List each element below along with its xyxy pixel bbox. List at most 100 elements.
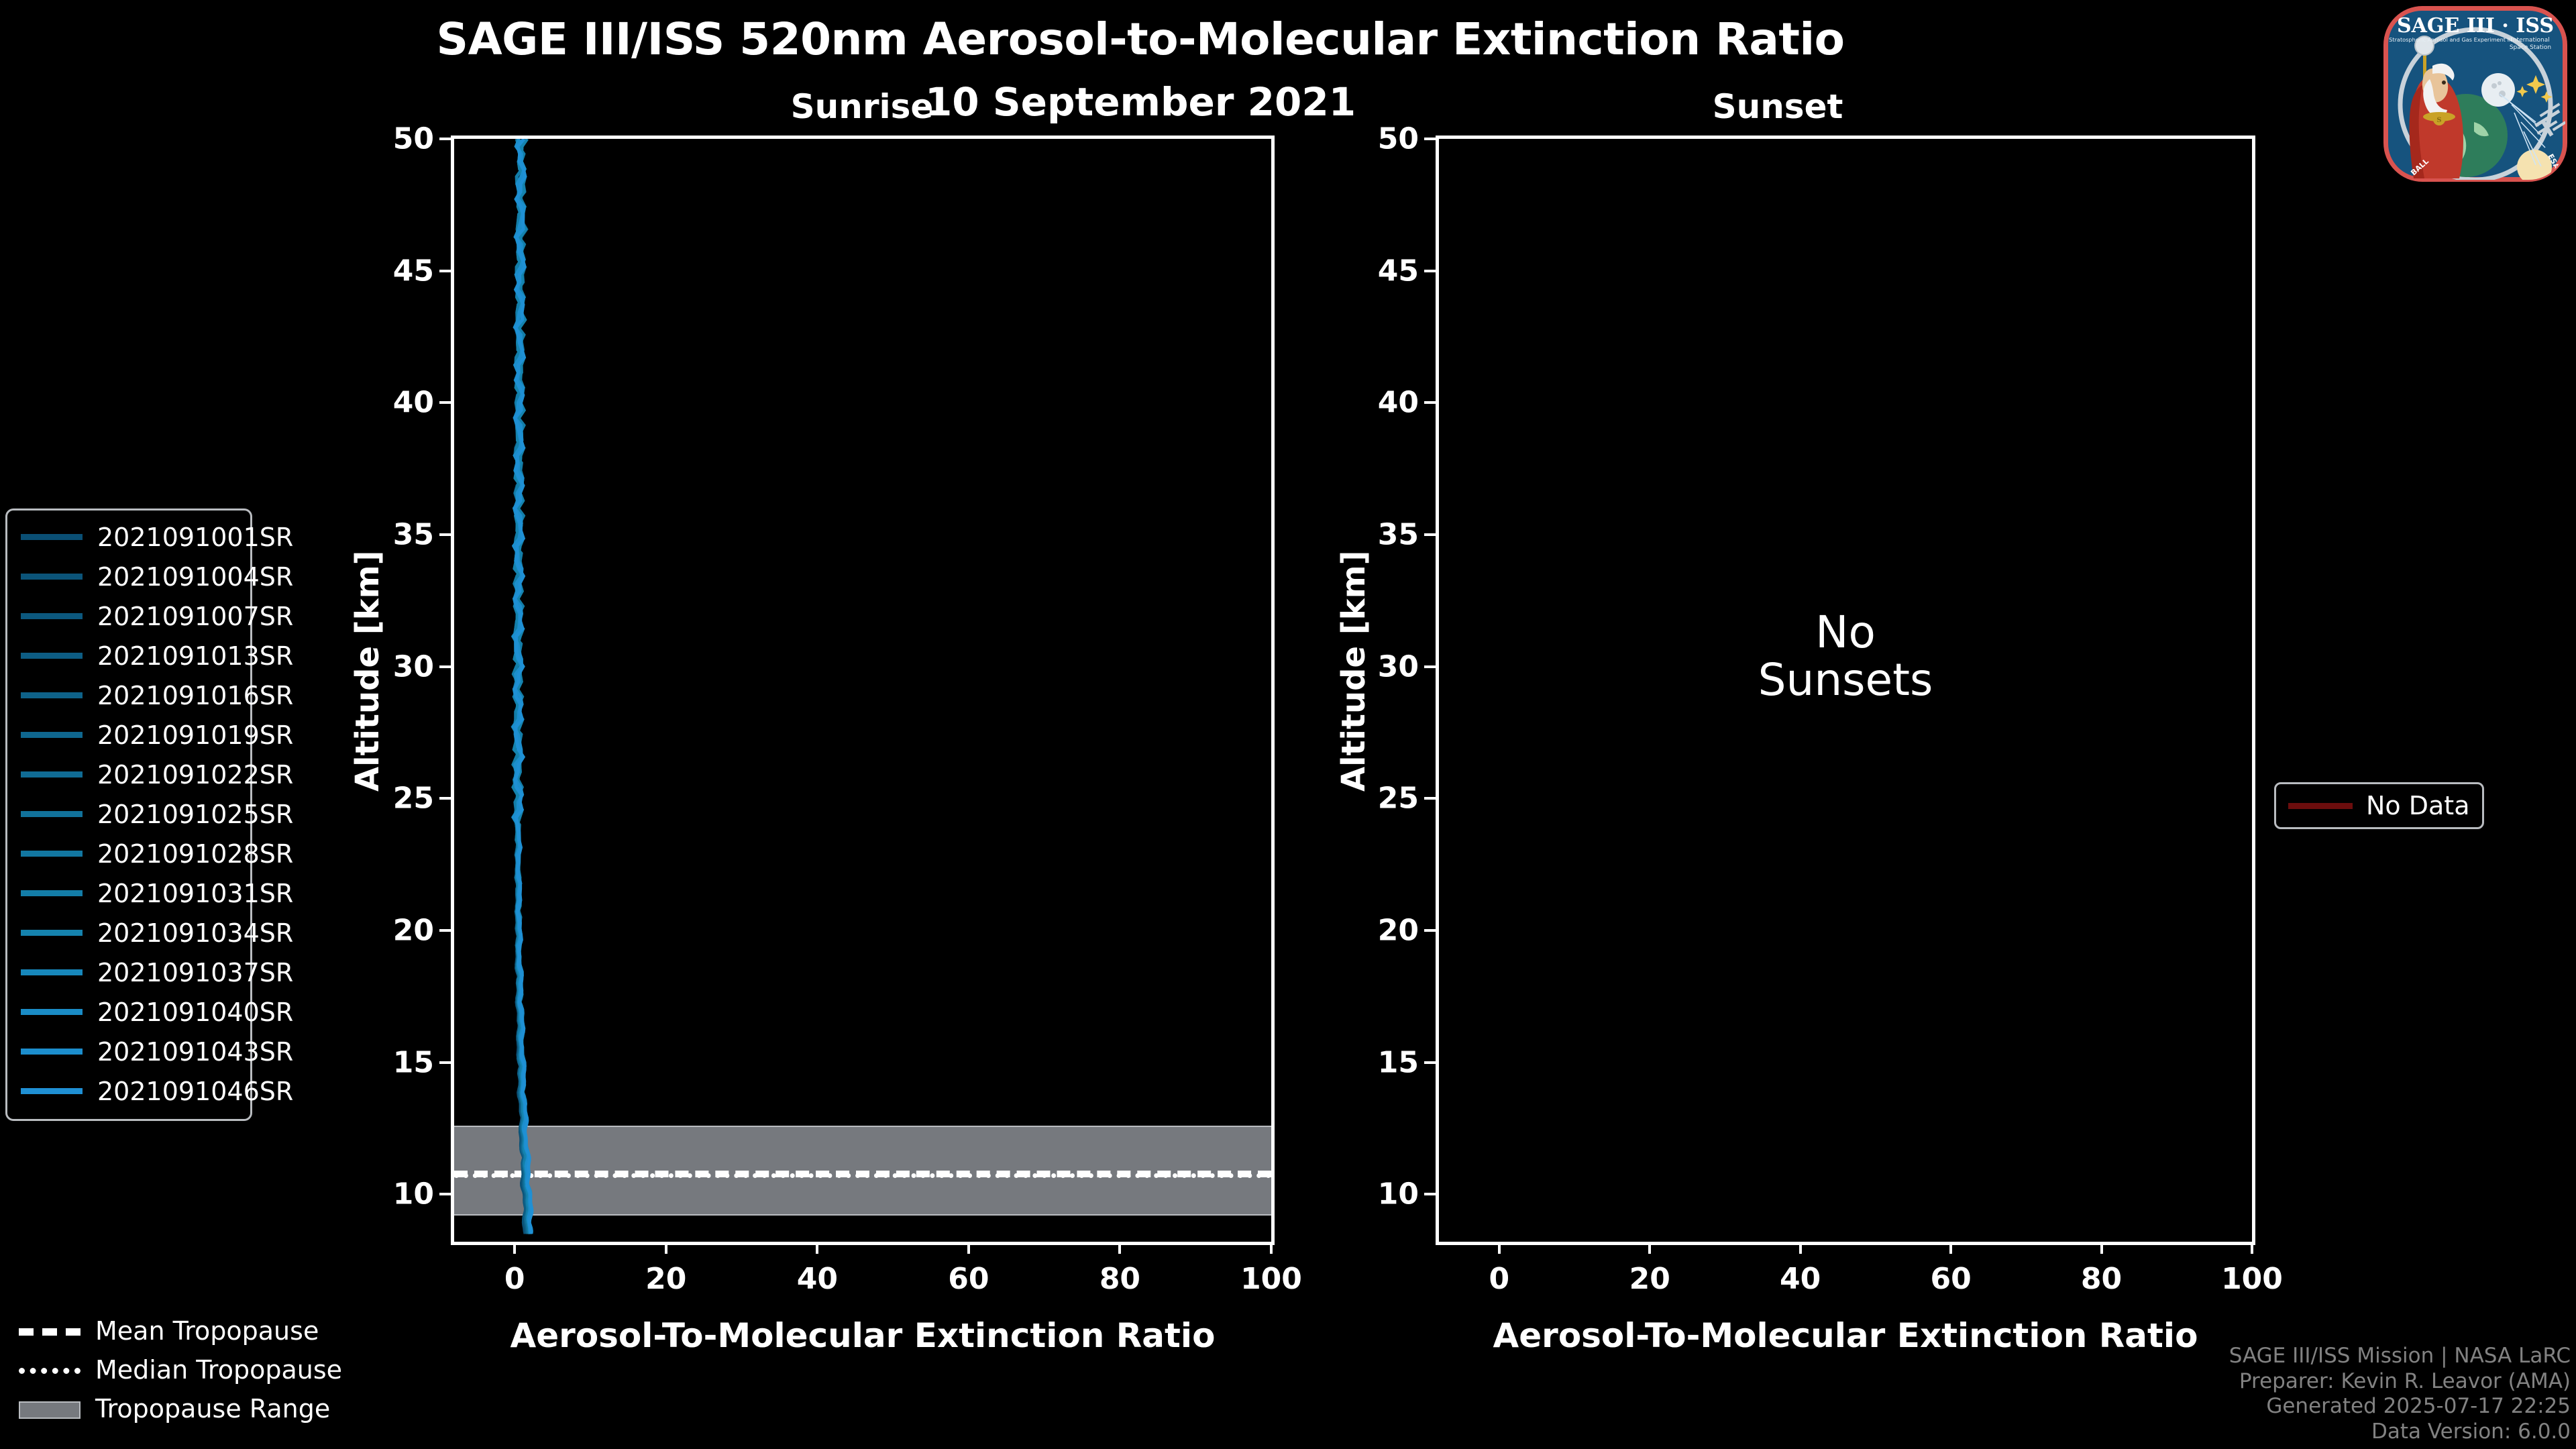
y-tick-mark [1424,1193,1436,1196]
legend-item-profile[interactable]: 2021091013SR [7,636,293,676]
y-tick-label: 15 [392,1045,434,1080]
legend-color-swatch [21,851,83,857]
x-tick-mark [2251,1242,2253,1254]
legend-color-swatch [21,890,83,896]
legend-color-swatch [21,771,83,777]
x-tick-mark [1648,1242,1652,1254]
legend-tropopause-key [19,1324,80,1338]
legend-item-profile[interactable]: 2021091034SR [7,913,293,953]
x-tick-label: 40 [796,1262,838,1296]
legend-color-swatch [21,1088,83,1094]
y-tick-mark [439,928,451,932]
x-tick-label: 20 [1629,1262,1670,1296]
y-tick-label: 45 [1377,254,1419,288]
legend-item-label: 2021091019SR [97,720,294,750]
sunrise-x-axis-label: Aerosol-To-Molecular Extinction Ratio [510,1316,1216,1355]
y-tick-mark [1424,797,1436,800]
legend-item-label: 2021091031SR [97,878,294,908]
legend-color-swatch [21,692,83,698]
legend-item-label: Tropopause Range [95,1394,331,1424]
x-tick-label: 60 [1930,1262,1972,1296]
legend-color-swatch [21,613,83,619]
legend-color-swatch [21,574,83,580]
x-tick-label: 0 [1489,1262,1510,1296]
y-tick-mark [1424,665,1436,668]
legend-item-profile[interactable]: 2021091031SR [7,873,293,913]
x-tick-label: 0 [504,1262,525,1296]
legend-item-profile[interactable]: 2021091016SR [7,676,293,715]
y-tick-label: 50 [1377,121,1419,156]
legend-item-profile[interactable]: 2021091001SR [7,517,293,557]
x-tick-mark [1949,1242,1953,1254]
sunset-panel-label: Sunset [1712,87,1843,126]
y-tick-mark [439,138,451,140]
x-tick-mark [967,1242,970,1254]
median-tropopause-line [454,1173,1271,1178]
y-tick-mark [439,269,451,272]
svg-text:S: S [2436,117,2441,124]
y-tick-mark [439,1193,451,1196]
profile-line [513,139,534,1234]
y-tick-label: 50 [392,121,434,156]
legend-item-label: 2021091007SR [97,601,294,631]
sunset-x-axis-label: Aerosol-To-Molecular Extinction Ratio [1493,1316,2198,1355]
footer-line-preparer: Preparer: Kevin R. Leavor (AMA) [2239,1368,2571,1393]
legend-item-label: 2021091025SR [97,799,294,829]
x-tick-label: 80 [1099,1262,1141,1296]
x-tick-label: 100 [1240,1262,1302,1296]
footer-line-generated: Generated 2025-07-17 22:25 [2266,1394,2571,1419]
sunset-y-axis-label: Altitude [km] [1335,550,1373,792]
y-tick-mark [439,1061,451,1064]
sunrise-profiles-svg [511,139,534,1235]
legend-color-swatch [21,811,83,817]
legend-key-glyph [19,1328,80,1336]
x-tick-mark [1799,1242,1802,1254]
y-tick-label: 40 [1377,385,1419,420]
sunrise-plot-area: 10 15 20 25 30 35 40 45 50 0 20 40 60 80 100 [393,122,1302,1297]
legend-item-profile[interactable]: 2021091025SR [7,794,293,834]
profile-legend[interactable]: 2021091001SR 2021091004SR 2021091007SR 2021… [5,508,293,1121]
legend-item-profile[interactable]: 2021091037SR [7,953,293,992]
no-data-label: No Data [2366,791,2470,820]
no-sunsets-line2: Sunsets [1758,654,1933,706]
y-tick-mark [439,797,451,800]
patch-subtitle-left-text: Stratospheric Aerosol and Gas Experiment… [2389,36,2512,43]
y-tick-label: 20 [392,913,434,948]
y-tick-label: 10 [1377,1177,1419,1212]
legend-item-profile[interactable]: 2021091019SR [7,715,293,755]
patch-subtitle-right-line1: International [2511,37,2549,44]
patch-subtitle-right-line2: Space Station [2510,44,2551,51]
legend-tropopause-key [19,1362,80,1377]
y-tick-mark [439,533,451,536]
legend-color-swatch [21,534,83,540]
legend-item-label: Mean Tropopause [95,1316,319,1346]
legend-item-label: 2021091043SR [97,1036,294,1067]
x-tick-mark [816,1242,819,1254]
y-tick-label: 35 [392,517,434,552]
footer-credits: SAGE III/ISS Mission | NASA LaRC Prepare… [2229,1344,2571,1445]
x-tick-label: 60 [948,1262,989,1296]
x-tick-label: 80 [2080,1262,2123,1296]
y-tick-mark [1424,269,1436,272]
footer-line-mission: SAGE III/ISS Mission | NASA LaRC [2229,1343,2571,1368]
patch-title-text: SAGE III · ISS [2397,14,2554,38]
y-tick-label: 20 [1377,913,1419,948]
no-data-legend[interactable]: No Data [2274,782,2484,829]
y-tick-label: 25 [1377,781,1419,816]
legend-item-profile[interactable]: 2021091007SR [7,596,293,636]
legend-color-swatch [21,732,83,738]
legend-item-profile[interactable]: 2021091043SR [7,1032,293,1071]
legend-color-swatch [21,653,83,659]
legend-color-swatch [21,930,83,936]
legend-item-profile[interactable]: 2021091004SR [7,557,293,596]
legend-item-label: 2021091046SR [97,1076,294,1106]
legend-item-profile[interactable]: 2021091028SR [7,834,293,873]
y-tick-label: 30 [1377,649,1419,684]
sunrise-panel-label: Sunrise [790,87,934,126]
legend-item-profile[interactable]: 2021091022SR [7,755,293,794]
x-tick-mark [1118,1242,1122,1254]
legend-item-profile[interactable]: 2021091046SR [7,1071,293,1111]
legend-item-profile[interactable]: 2021091040SR [7,992,293,1032]
legend-item-label: 2021091040SR [97,997,294,1027]
x-tick-mark [1270,1242,1273,1254]
